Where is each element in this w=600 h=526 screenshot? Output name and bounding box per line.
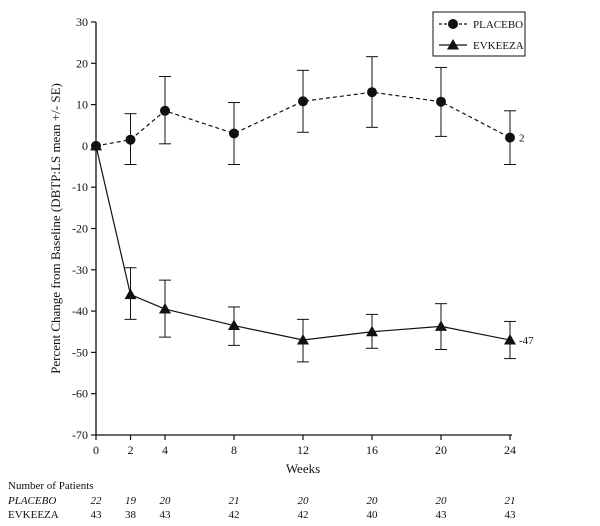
y-tick-label: -30 (72, 263, 88, 277)
patients-count-placebo: 20 (435, 495, 447, 507)
legend-label-placebo: PLACEBO (473, 19, 523, 31)
patients-count-placebo: 19 (125, 495, 136, 507)
placebo-point (125, 134, 136, 145)
x-tick-label: 24 (504, 443, 516, 457)
evkeeza-line (95, 145, 511, 341)
patients-count-placebo: 21 (228, 495, 240, 507)
x-tick-label: 12 (297, 443, 309, 457)
x-tick-label: 16 (366, 443, 378, 457)
y-tick-label: 10 (76, 98, 88, 112)
patients-count-evkeeza: 38 (125, 509, 136, 521)
patients-count-placebo: 22 (90, 495, 102, 507)
evkeeza-end-label: -47 (519, 335, 534, 347)
evkeeza-point (504, 334, 516, 345)
patients-count-evkeeza: 43 (504, 509, 516, 521)
y-tick-label: 0 (82, 139, 88, 153)
patients-count-evkeeza: 40 (366, 509, 378, 521)
y-tick-label: 30 (76, 15, 88, 29)
patients-row-label-evkeeza: EVKEEZA (8, 509, 59, 521)
evkeeza-point (435, 320, 447, 331)
placebo-point (436, 96, 446, 107)
evkeeza-point (228, 319, 240, 331)
patients-count-placebo: 20 (159, 495, 171, 507)
legend-marker-placebo (448, 19, 458, 29)
evkeeza-point (297, 334, 309, 345)
patients-count-evkeeza: 43 (90, 509, 102, 521)
evkeeza-point (366, 325, 378, 337)
patients-count-evkeeza: 43 (435, 509, 447, 521)
legend-marker-evkeeza (447, 39, 459, 50)
y-tick-label: -40 (72, 304, 88, 318)
patients-count-placebo: 20 (366, 495, 378, 507)
patients-count-evkeeza: 43 (159, 509, 171, 521)
y-tick-label: -60 (72, 387, 88, 401)
y-tick-label: 20 (76, 56, 88, 70)
y-axis-title: Percent Change from Baseline (DBTP:LS me… (48, 83, 63, 374)
y-tick-label: -50 (72, 345, 88, 359)
evkeeza-point (124, 288, 137, 300)
placebo-point (229, 128, 239, 139)
x-tick-label: 8 (231, 443, 237, 457)
x-axis-title: Weeks (286, 461, 320, 476)
legend-label-evkeeza: EVKEEZA (473, 40, 524, 52)
x-tick-label: 20 (435, 443, 447, 457)
y-tick-label: -70 (72, 428, 88, 442)
x-tick-label: 0 (93, 443, 99, 457)
y-tick-label: -20 (72, 222, 88, 236)
placebo-point (160, 105, 170, 116)
y-tick-label: -10 (72, 180, 88, 194)
placebo-end-label: 2 (519, 133, 525, 145)
patients-count-evkeeza: 42 (228, 509, 240, 521)
patients-count-evkeeza: 42 (297, 509, 309, 521)
placebo-point (367, 87, 377, 98)
evkeeza-point (159, 303, 171, 314)
patients-count-placebo: 21 (504, 495, 516, 507)
placebo-line (95, 91, 511, 147)
placebo-point (298, 96, 308, 107)
patients-count-placebo: 20 (297, 495, 309, 507)
x-tick-label: 4 (162, 443, 168, 457)
patients-row-label-placebo: PLACEBO (8, 495, 57, 507)
evkeeza-point (90, 139, 102, 151)
placebo-point (505, 132, 515, 143)
number-of-patients-title: Number of Patients (8, 480, 94, 492)
x-tick-label: 2 (128, 443, 134, 457)
